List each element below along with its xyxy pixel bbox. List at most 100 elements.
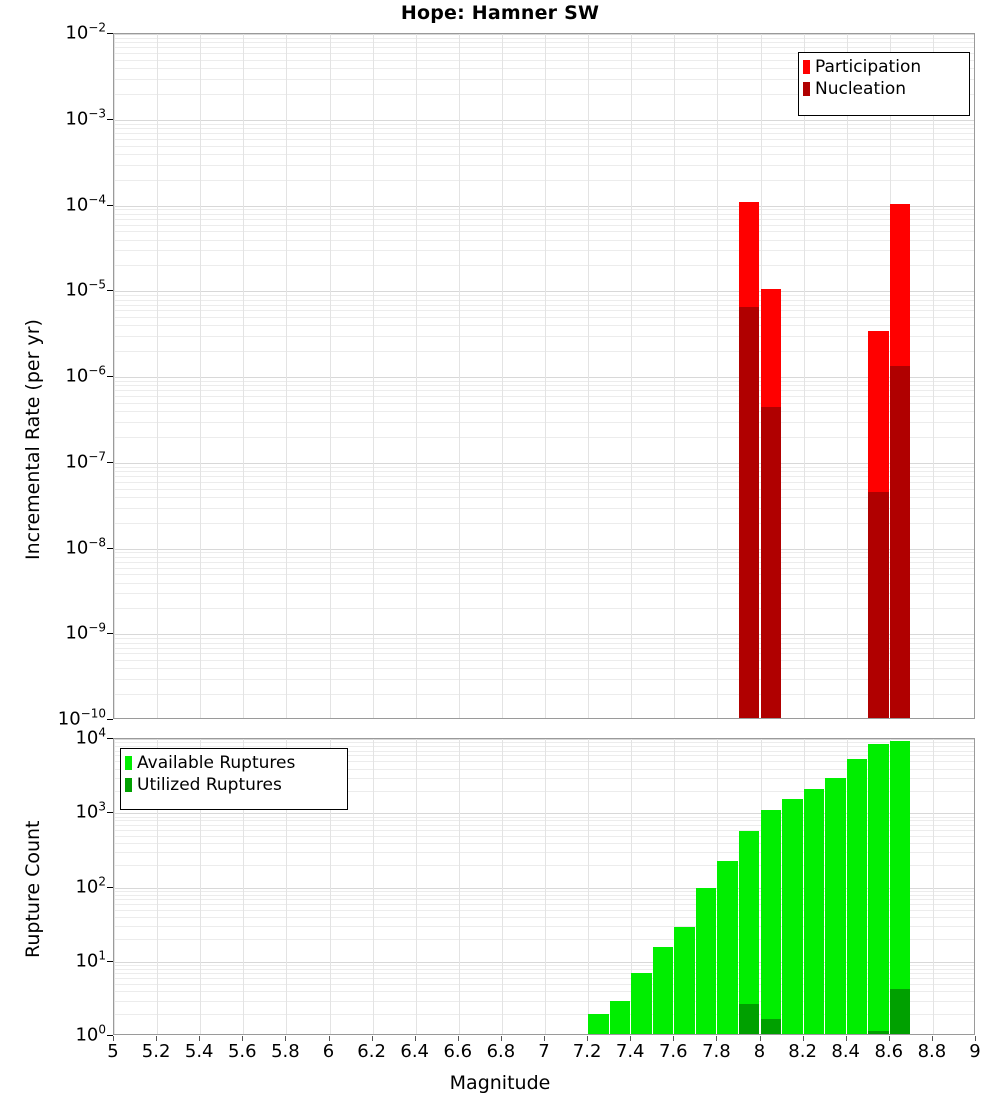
grid-line — [114, 660, 974, 662]
legend-item-label: Nucleation — [815, 78, 907, 99]
grid-line — [114, 224, 974, 226]
grid-line — [114, 755, 974, 757]
bar-available-ruptures — [631, 973, 652, 1034]
grid-line-vertical — [329, 34, 331, 718]
grid-line — [114, 768, 974, 770]
grid-line — [114, 548, 974, 550]
legend-incremental-rate: Participation Nucleation — [798, 52, 970, 116]
x-axis-tick-mark — [931, 1036, 933, 1041]
grid-line — [114, 78, 974, 80]
bar-available-ruptures — [674, 927, 695, 1034]
grid-line — [114, 488, 974, 490]
y-axis-tick-mark — [107, 547, 113, 549]
grid-line — [114, 961, 974, 963]
grid-line — [114, 462, 974, 464]
y-axis-tick-mark — [107, 719, 113, 720]
grid-line-vertical — [545, 34, 546, 718]
y-axis-tick-label: 10−2 — [65, 20, 106, 44]
grid-line — [114, 336, 974, 338]
grid-line — [114, 939, 974, 941]
grid-line-vertical — [674, 34, 676, 718]
y-axis-tick-mark — [107, 290, 113, 292]
legend-item[interactable]: Participation — [803, 56, 963, 78]
y-axis-tick-mark — [107, 1035, 113, 1036]
grid-line — [114, 824, 974, 826]
grid-line — [114, 567, 974, 569]
x-axis-tick-label: 8.4 — [831, 1041, 861, 1062]
grid-line — [114, 466, 974, 468]
page-title: Hope: Hamner SW — [400, 2, 600, 24]
y-axis-tick-label: 10−4 — [65, 192, 106, 215]
x-axis-label: Magnitude — [449, 1072, 551, 1094]
grid-line-vertical — [545, 739, 546, 1034]
bar-available-ruptures — [717, 860, 738, 1034]
grid-line — [114, 887, 974, 889]
grid-line — [114, 128, 974, 130]
grid-line — [114, 138, 974, 140]
grid-line — [114, 608, 974, 610]
grid-line — [114, 909, 974, 911]
grid-line — [114, 1000, 974, 1002]
grid-line — [114, 133, 974, 135]
grid-line — [114, 476, 974, 478]
grid-line — [114, 816, 974, 818]
legend-rupture-count: Available Ruptures Utilized Ruptures — [120, 748, 348, 810]
grid-line — [114, 385, 974, 387]
y-axis-tick-mark — [107, 33, 113, 34]
bar-available-ruptures — [652, 946, 674, 1034]
grid-line — [114, 265, 974, 267]
x-axis-tick-label: 8.8 — [917, 1041, 947, 1062]
grid-line — [114, 421, 974, 423]
legend-item[interactable]: Utilized Ruptures — [125, 774, 341, 796]
x-axis-tick-mark — [845, 1036, 847, 1041]
grid-line-vertical — [458, 34, 460, 718]
grid-line-vertical — [674, 739, 676, 1034]
grid-line-vertical — [458, 739, 460, 1034]
x-axis-tick-mark — [242, 1036, 244, 1041]
x-axis-tick-label: 7.6 — [658, 1041, 688, 1062]
grid-line — [114, 556, 974, 558]
grid-line — [114, 471, 974, 473]
bar-nucleation — [868, 492, 889, 718]
y-axis-tick-label: 10−10 — [57, 706, 106, 730]
grid-line — [114, 638, 974, 640]
y-axis-tick-label: 100 — [75, 1022, 106, 1046]
grid-line — [114, 647, 974, 649]
grid-line — [114, 380, 974, 382]
grid-line-vertical — [717, 34, 719, 718]
grid-line — [114, 865, 974, 867]
grid-line — [114, 325, 974, 327]
grid-line — [114, 179, 974, 181]
x-axis-tick-label: 7 — [538, 1041, 550, 1062]
legend-item[interactable]: Nucleation — [803, 78, 963, 100]
grid-line — [114, 917, 974, 919]
legend-item[interactable]: Available Ruptures — [125, 752, 341, 774]
legend-color-swatch-icon — [125, 756, 132, 770]
grid-line — [114, 34, 974, 35]
incremental-rate-plot-area — [114, 34, 974, 718]
y-axis-label-bottom: Rupture Count — [22, 820, 44, 959]
legend-item-label: Utilized Ruptures — [137, 774, 282, 795]
x-axis-tick-label: 9 — [969, 1041, 981, 1062]
bar-nucleation — [760, 406, 782, 718]
grid-line — [114, 299, 974, 301]
bar-available-ruptures — [760, 810, 782, 1034]
grid-line — [114, 304, 974, 306]
y-axis-tick-mark — [107, 204, 113, 206]
x-axis-tick-mark — [199, 1036, 201, 1041]
grid-line — [114, 750, 974, 752]
bar-available-ruptures — [803, 789, 825, 1034]
grid-line — [114, 42, 974, 44]
grid-line-vertical — [415, 34, 417, 718]
y-axis-tick-mark — [107, 118, 113, 120]
legend-color-swatch-icon — [803, 82, 810, 96]
bar-utilized-ruptures — [868, 1031, 889, 1034]
legend-color-swatch-icon — [125, 778, 132, 792]
grid-line — [114, 402, 974, 404]
grid-line — [114, 481, 974, 483]
grid-line — [114, 679, 974, 681]
x-axis-tick-mark — [673, 1036, 675, 1041]
x-axis-tick-label: 6 — [322, 1041, 335, 1062]
x-axis-tick-label: 6.2 — [357, 1041, 386, 1062]
grid-line — [114, 668, 974, 670]
